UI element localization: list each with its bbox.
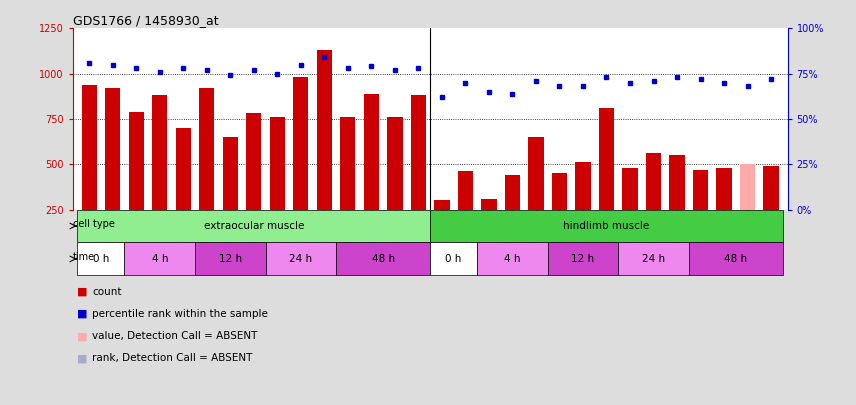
Text: ■: ■ <box>77 287 87 296</box>
Text: 12 h: 12 h <box>572 254 595 264</box>
Text: percentile rank within the sample: percentile rank within the sample <box>92 309 268 319</box>
Text: time: time <box>74 252 95 262</box>
Bar <box>740 164 755 209</box>
Bar <box>716 168 732 209</box>
Bar <box>764 166 779 209</box>
Bar <box>247 113 261 209</box>
Bar <box>223 137 238 209</box>
Bar <box>77 209 430 243</box>
Bar <box>175 128 191 209</box>
Text: cell type: cell type <box>74 220 115 229</box>
Text: GDS1766 / 1458930_at: GDS1766 / 1458930_at <box>73 14 218 27</box>
Bar <box>477 243 548 275</box>
Bar <box>430 209 783 243</box>
Bar <box>622 168 638 209</box>
Bar <box>669 155 685 209</box>
Bar <box>430 243 477 275</box>
Text: 0 h: 0 h <box>445 254 462 264</box>
Text: 48 h: 48 h <box>724 254 747 264</box>
Bar <box>124 243 195 275</box>
Text: ■: ■ <box>77 354 87 363</box>
Bar <box>693 170 708 209</box>
Bar <box>689 243 783 275</box>
Bar <box>599 108 614 209</box>
Text: 0 h: 0 h <box>92 254 110 264</box>
Bar <box>317 50 332 209</box>
Bar <box>505 175 520 209</box>
Text: 24 h: 24 h <box>289 254 312 264</box>
Bar <box>528 137 544 209</box>
Bar <box>336 243 430 275</box>
Bar <box>128 112 144 209</box>
Bar <box>552 173 567 209</box>
Bar <box>646 153 661 209</box>
Bar <box>458 171 473 209</box>
Bar <box>481 198 496 209</box>
Bar <box>152 96 168 209</box>
Text: rank, Detection Call = ABSENT: rank, Detection Call = ABSENT <box>92 354 253 363</box>
Bar <box>77 243 124 275</box>
Text: extraocular muscle: extraocular muscle <box>204 221 304 231</box>
Bar <box>575 162 591 209</box>
Bar <box>195 243 265 275</box>
Text: count: count <box>92 287 122 296</box>
Bar <box>548 243 618 275</box>
Text: hindlimb muscle: hindlimb muscle <box>563 221 650 231</box>
Bar <box>340 117 355 209</box>
Bar <box>294 77 308 209</box>
Bar <box>434 200 449 209</box>
Text: ■: ■ <box>77 309 87 319</box>
Text: 12 h: 12 h <box>219 254 242 264</box>
Text: ■: ■ <box>77 331 87 341</box>
Bar <box>81 85 97 209</box>
Text: 48 h: 48 h <box>372 254 395 264</box>
Bar <box>411 96 426 209</box>
Bar <box>270 117 285 209</box>
Text: 4 h: 4 h <box>152 254 168 264</box>
Bar <box>364 94 379 209</box>
Text: 4 h: 4 h <box>504 254 520 264</box>
Bar <box>105 88 121 209</box>
Bar <box>265 243 336 275</box>
Text: value, Detection Call = ABSENT: value, Detection Call = ABSENT <box>92 331 258 341</box>
Text: 24 h: 24 h <box>642 254 665 264</box>
Bar <box>618 243 689 275</box>
Bar <box>199 88 214 209</box>
Bar <box>387 117 402 209</box>
